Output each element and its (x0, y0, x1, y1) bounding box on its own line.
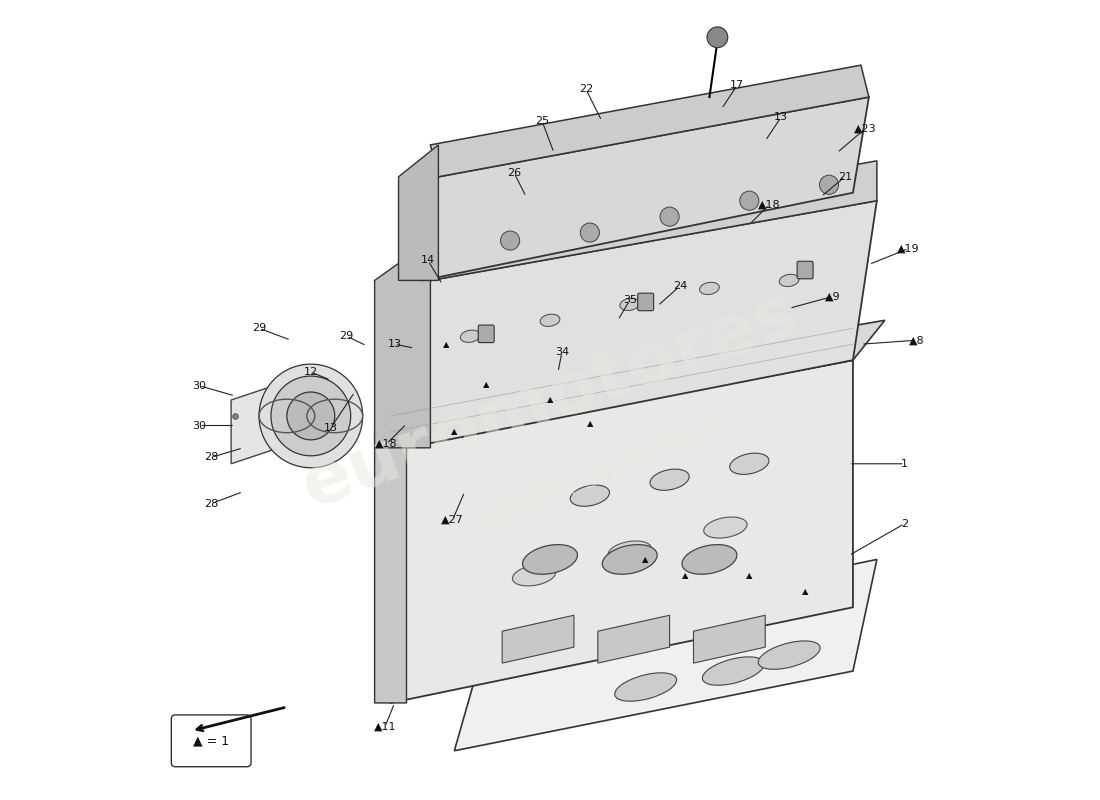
Circle shape (258, 364, 363, 468)
Text: 2: 2 (901, 518, 909, 529)
Text: ▲: ▲ (802, 587, 808, 596)
Ellipse shape (603, 545, 657, 574)
Text: ▲18: ▲18 (758, 200, 781, 210)
Ellipse shape (461, 330, 480, 342)
Text: 28: 28 (205, 452, 218, 462)
Ellipse shape (620, 298, 639, 310)
Text: ▲: ▲ (746, 571, 752, 580)
Text: 29: 29 (340, 331, 354, 342)
Polygon shape (375, 400, 407, 703)
Text: ▲19: ▲19 (898, 243, 920, 254)
FancyBboxPatch shape (798, 262, 813, 279)
Ellipse shape (615, 673, 676, 701)
Ellipse shape (513, 565, 556, 586)
Text: 21: 21 (838, 172, 853, 182)
Circle shape (500, 231, 519, 250)
Text: ▲8: ▲8 (909, 335, 924, 346)
Text: 34: 34 (554, 347, 569, 357)
Text: ▲23: ▲23 (854, 124, 877, 134)
Text: ▲: ▲ (682, 571, 689, 580)
Circle shape (581, 223, 600, 242)
Text: 28: 28 (205, 498, 218, 509)
FancyBboxPatch shape (638, 293, 653, 310)
Polygon shape (503, 615, 574, 663)
FancyBboxPatch shape (478, 325, 494, 342)
Text: 30: 30 (192, 381, 206, 390)
Ellipse shape (779, 274, 799, 286)
Circle shape (660, 207, 679, 226)
Text: 22: 22 (579, 84, 593, 94)
Text: ▲: ▲ (586, 419, 593, 429)
Text: 29: 29 (252, 323, 266, 334)
Polygon shape (597, 615, 670, 663)
Text: 26: 26 (507, 168, 521, 178)
Text: 1: 1 (901, 458, 909, 469)
Text: 13: 13 (387, 339, 402, 349)
Text: ▲27: ▲27 (441, 514, 464, 525)
Polygon shape (430, 65, 869, 177)
Polygon shape (422, 97, 869, 281)
Polygon shape (430, 161, 877, 281)
Text: ▲: ▲ (451, 427, 458, 436)
FancyBboxPatch shape (172, 715, 251, 766)
Circle shape (739, 191, 759, 210)
Ellipse shape (650, 469, 690, 490)
Polygon shape (693, 615, 766, 663)
Text: ▲: ▲ (547, 395, 553, 405)
Circle shape (820, 175, 838, 194)
Text: ▲9: ▲9 (825, 291, 840, 302)
Ellipse shape (704, 517, 747, 538)
Text: ▲: ▲ (483, 379, 490, 389)
Ellipse shape (682, 545, 737, 574)
Text: euromotores: euromotores (293, 278, 807, 522)
Circle shape (287, 392, 334, 440)
Text: 13: 13 (323, 423, 338, 433)
Ellipse shape (540, 314, 560, 326)
Polygon shape (390, 320, 884, 448)
Ellipse shape (700, 282, 719, 294)
Text: 17: 17 (730, 80, 745, 90)
Text: ▲: ▲ (443, 340, 450, 349)
Polygon shape (375, 241, 430, 448)
Circle shape (271, 376, 351, 456)
Text: 14: 14 (421, 255, 436, 266)
Text: a passion since 1985: a passion since 1985 (448, 417, 732, 543)
Ellipse shape (570, 485, 609, 506)
Ellipse shape (608, 541, 651, 562)
Text: 25: 25 (535, 116, 549, 126)
Polygon shape (454, 559, 877, 750)
Circle shape (707, 27, 728, 48)
Text: 30: 30 (192, 421, 206, 430)
Text: 13: 13 (774, 112, 789, 122)
Ellipse shape (758, 641, 821, 670)
Ellipse shape (729, 453, 769, 474)
Polygon shape (390, 360, 852, 703)
Text: ▲ = 1: ▲ = 1 (194, 734, 229, 748)
Text: 24: 24 (673, 281, 688, 291)
Text: ▲18: ▲18 (375, 439, 398, 449)
Polygon shape (231, 368, 327, 464)
Polygon shape (407, 201, 877, 448)
Ellipse shape (703, 657, 764, 686)
Ellipse shape (522, 545, 578, 574)
Text: ▲11: ▲11 (374, 722, 396, 732)
Text: ▲: ▲ (642, 555, 649, 564)
Text: 35: 35 (623, 295, 637, 306)
Polygon shape (398, 145, 439, 281)
Text: 12: 12 (304, 367, 318, 377)
